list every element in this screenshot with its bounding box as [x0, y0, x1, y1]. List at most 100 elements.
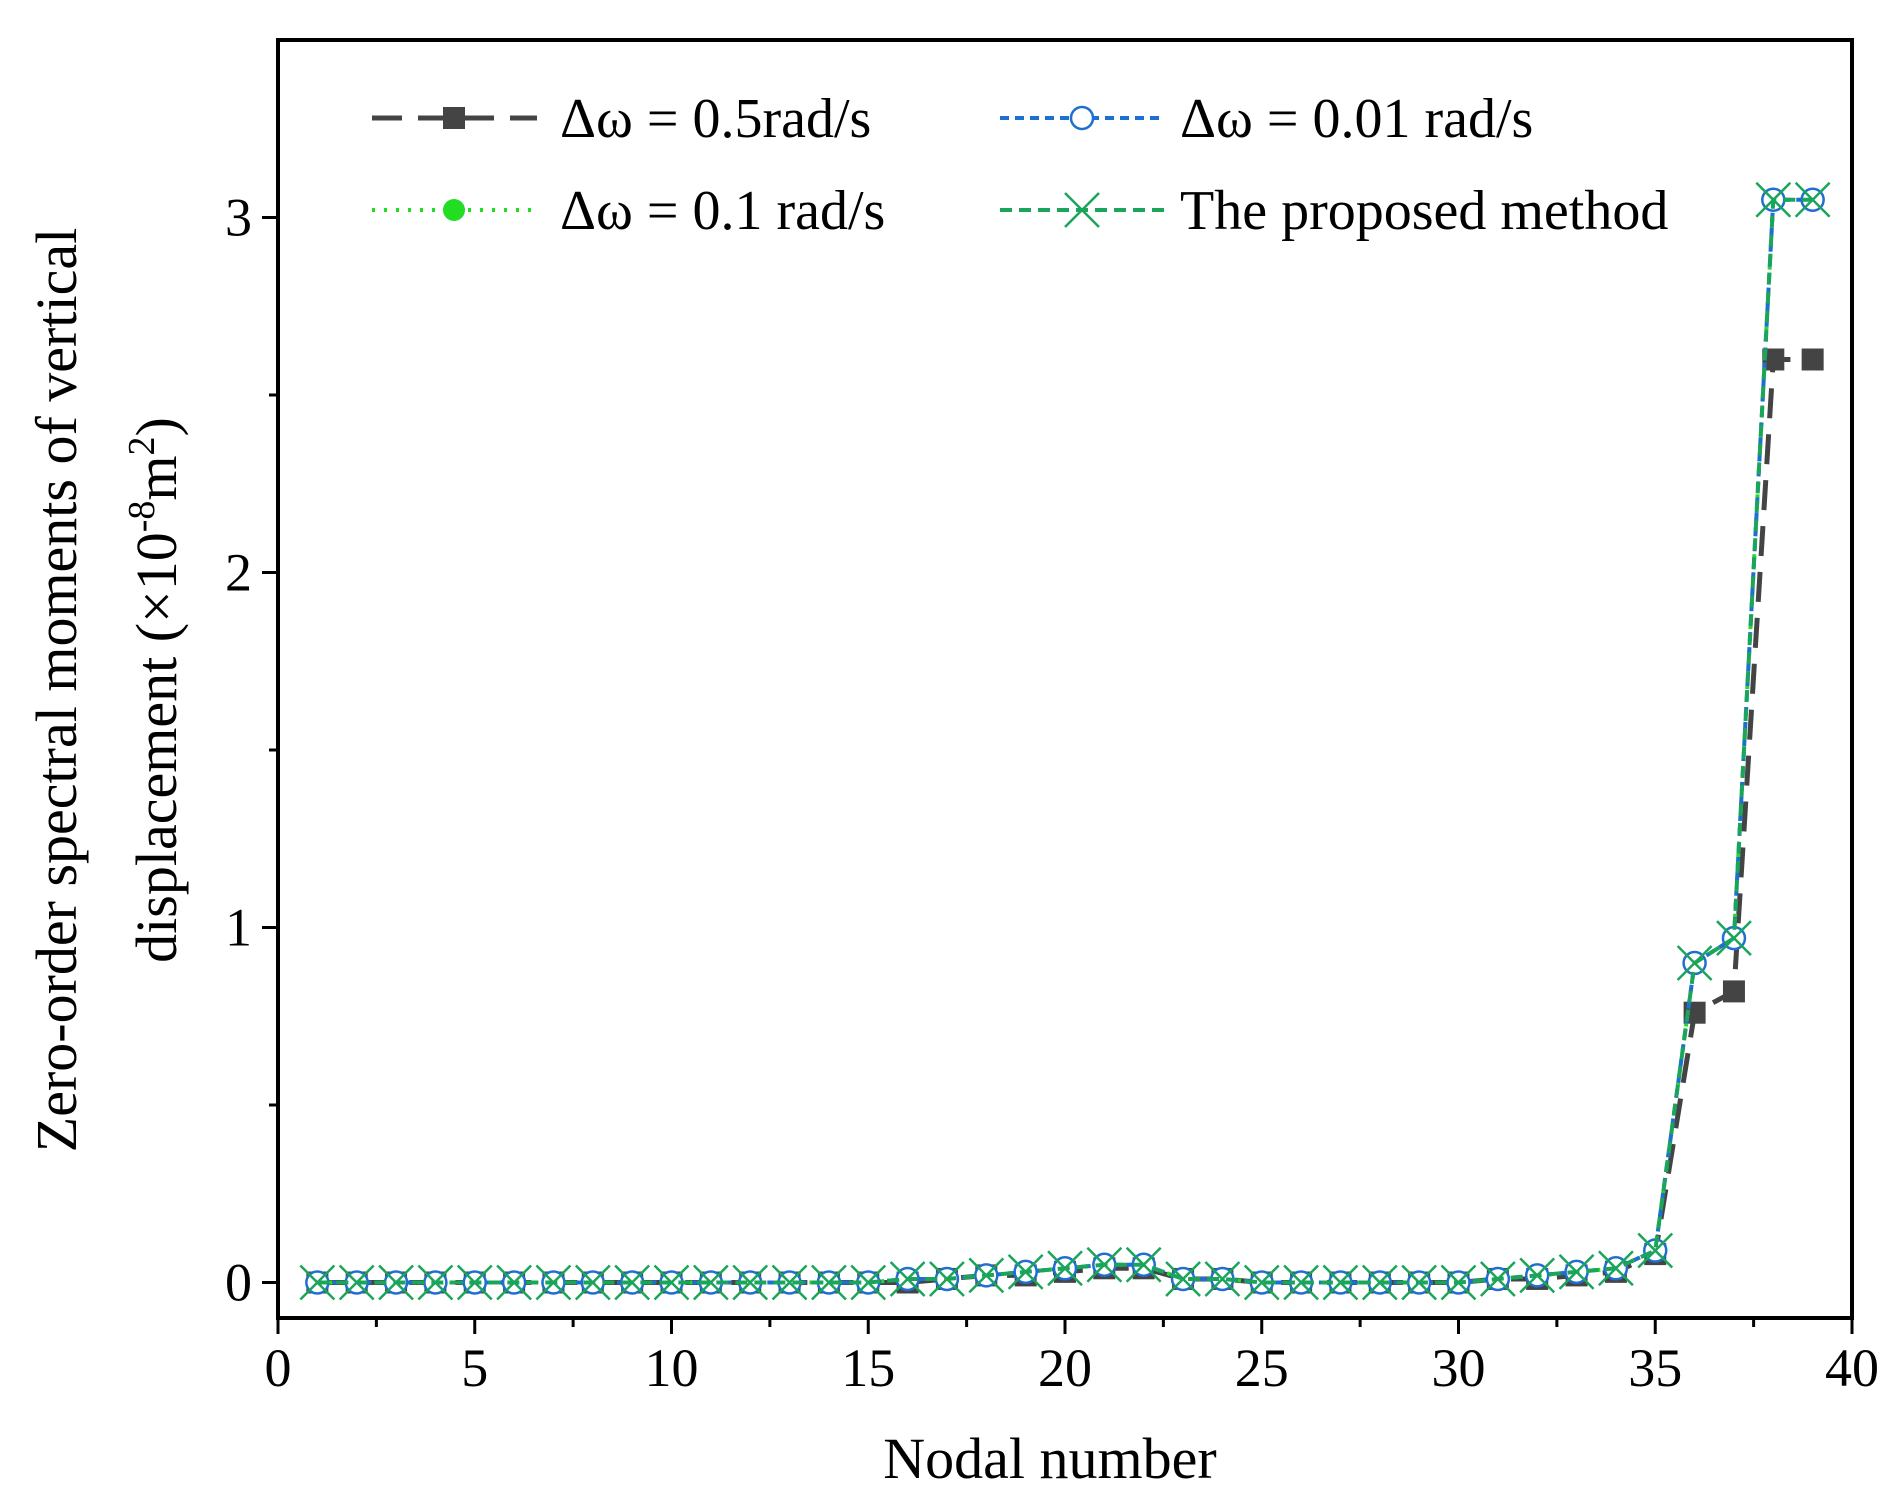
data-point — [1204, 1261, 1241, 1297]
data-point — [338, 1264, 375, 1301]
cross-stroke — [1047, 1250, 1083, 1287]
cross-stroke — [732, 1264, 769, 1301]
data-point — [1165, 1261, 1201, 1297]
cross-stroke — [653, 1264, 690, 1301]
data-point — [1047, 1250, 1083, 1287]
cross-stroke — [811, 1264, 847, 1301]
ticks-layer: 0 5 10 15 20 25 30 35 40 0 1 2 3 — [225, 188, 1879, 1399]
cross-stroke — [889, 1261, 926, 1297]
data-point — [1283, 1264, 1319, 1301]
data-point — [1322, 1264, 1359, 1301]
data-point — [968, 1257, 1005, 1294]
y-axis-title-exponent-2: 2 — [121, 437, 163, 456]
cross-stroke — [1401, 1264, 1438, 1301]
legend-marker — [1064, 192, 1100, 228]
cross-stroke — [1204, 1261, 1241, 1297]
data-point — [1558, 1253, 1595, 1290]
x-tick-label: 25 — [1235, 1338, 1289, 1398]
cross-stroke — [1558, 1253, 1595, 1290]
y-axis-title-line2: displacement (×10-8m2) — [121, 417, 189, 963]
data-point — [378, 1264, 414, 1301]
x-tick-label: 0 — [265, 1338, 292, 1398]
cross-stroke — [850, 1264, 887, 1301]
data-point — [614, 1264, 651, 1301]
cross-stroke — [1322, 1264, 1359, 1301]
legend-label: Δω = 0.1 rad/s — [560, 180, 885, 242]
legend: Δω = 0.5rad/s Δω = 0.01 rad/s Δω = 0.1 rad… — [372, 88, 1668, 242]
cross-stroke — [1064, 192, 1100, 228]
cross-stroke — [417, 1264, 454, 1301]
x-tick-label: 35 — [1628, 1338, 1682, 1398]
data-point — [1598, 1250, 1634, 1287]
data-point — [535, 1264, 572, 1301]
data-point — [496, 1264, 532, 1301]
series-0 — [306, 348, 1824, 1294]
data-point — [1762, 348, 1785, 371]
cross-stroke — [968, 1257, 1005, 1294]
data-point — [1479, 1261, 1516, 1297]
x-tick-label: 5 — [461, 1338, 488, 1398]
x-tick-label: 20 — [1038, 1338, 1092, 1398]
series-layer — [299, 181, 1831, 1301]
data-point — [929, 1261, 965, 1297]
cross-stroke — [1755, 181, 1792, 218]
cross-stroke — [614, 1264, 651, 1301]
cross-stroke — [692, 1264, 729, 1301]
y-axis-title-line1: Zero-order spectral moments of vertical — [24, 228, 89, 1152]
data-point — [299, 1264, 336, 1301]
data-point — [1440, 1264, 1477, 1301]
cross-stroke — [771, 1264, 808, 1301]
cross-stroke — [1165, 1261, 1201, 1297]
cross-stroke — [1479, 1261, 1516, 1297]
data-point — [1519, 1257, 1556, 1294]
legend-label: Δω = 0.01 rad/s — [1180, 88, 1533, 150]
data-point — [1794, 181, 1831, 218]
y-axis-title-suffix: ) — [124, 417, 189, 436]
data-point — [1722, 980, 1745, 1003]
cross-stroke — [338, 1264, 375, 1301]
data-point — [1676, 945, 1713, 981]
y-axis-title-exponent-1: -8 — [121, 501, 163, 533]
data-point — [1637, 1232, 1674, 1269]
legend-marker — [443, 199, 465, 221]
cross-stroke — [1440, 1264, 1477, 1301]
data-point — [456, 1264, 493, 1301]
data-point — [850, 1264, 887, 1301]
cross-stroke — [1598, 1250, 1634, 1287]
cross-stroke — [1361, 1264, 1398, 1301]
x-tick-label: 10 — [645, 1338, 699, 1398]
legend-marker — [1069, 105, 1095, 131]
legend-item: Δω = 0.1 rad/s — [372, 180, 885, 242]
data-point — [811, 1264, 847, 1301]
cross-stroke — [1794, 181, 1831, 218]
data-point — [771, 1264, 808, 1301]
cross-stroke — [1007, 1253, 1044, 1290]
data-point — [1801, 348, 1824, 371]
legend-item: The proposed method — [1000, 180, 1668, 242]
y-tick-label: 3 — [225, 188, 252, 248]
cross-stroke — [1125, 1246, 1162, 1283]
cross-stroke — [535, 1264, 572, 1301]
series-3 — [299, 181, 1831, 1301]
x-axis-title: Nodal number — [883, 1426, 1216, 1491]
data-point — [1243, 1264, 1280, 1301]
data-point — [889, 1261, 926, 1297]
x-tick-label: 30 — [1432, 1338, 1486, 1398]
data-point — [417, 1264, 454, 1301]
data-point — [732, 1264, 769, 1301]
cross-stroke — [1637, 1232, 1674, 1269]
cross-stroke — [574, 1264, 611, 1301]
cross-stroke — [1519, 1257, 1556, 1294]
data-point — [1125, 1246, 1162, 1283]
cross-stroke — [496, 1264, 532, 1301]
series-line — [317, 197, 1813, 1285]
data-point — [1716, 920, 1752, 957]
series-1 — [305, 187, 1825, 1295]
data-point — [692, 1264, 729, 1301]
cross-stroke — [299, 1264, 336, 1301]
series-line — [317, 197, 1813, 1285]
legend-marker — [443, 107, 465, 129]
y-axis-title-unit: m — [124, 456, 189, 501]
cross-stroke — [1283, 1264, 1319, 1301]
